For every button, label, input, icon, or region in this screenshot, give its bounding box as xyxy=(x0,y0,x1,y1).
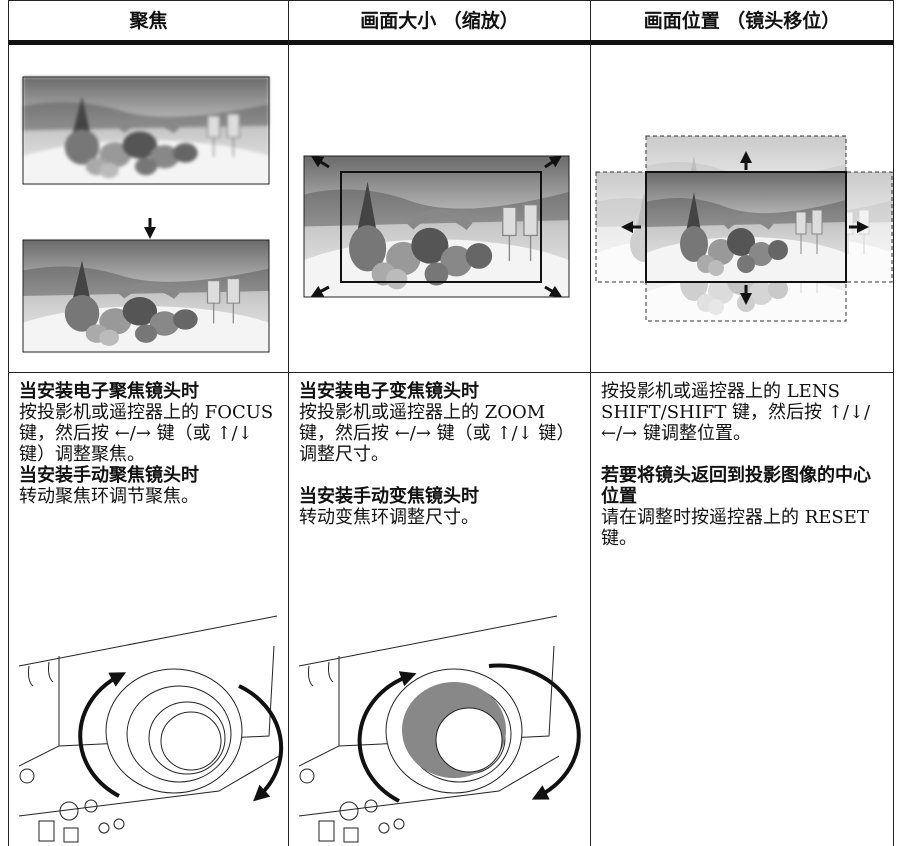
arrow xyxy=(357,671,417,803)
frame xyxy=(303,155,570,298)
column: 聚焦 当安装电子聚焦镜头时 按投影机或遥控器上的 FOCUS 键，然后按 ←/→ … xyxy=(8,0,288,846)
focus-illustration xyxy=(9,76,288,353)
illustration xyxy=(9,45,288,373)
section: 当安装手动聚焦镜头时 转动聚焦环调节聚焦。 xyxy=(19,465,280,507)
column: 画面位置 （镜头移位） 按投影机或遥控器上的 LENS SHIFT/SHIFT … xyxy=(590,0,894,846)
illustration xyxy=(591,45,893,373)
arrow xyxy=(544,155,562,169)
frame xyxy=(22,239,270,353)
frame xyxy=(340,171,542,283)
section: 当安装电子变焦镜头时 按投影机或遥控器上的 ZOOM 键，然后按 ←/→ 键（或 … xyxy=(299,381,582,465)
arrow xyxy=(310,155,330,169)
lens-illustration xyxy=(299,615,581,843)
arrow xyxy=(310,285,330,297)
section-text: 按投影机或遥控器上的 LENS SHIFT/SHIFT 键，然后按 ↑/↓/←/… xyxy=(601,381,871,444)
cell-text: 按投影机或遥控器上的 LENS SHIFT/SHIFT 键，然后按 ↑/↓/←/… xyxy=(591,373,893,549)
section-title: 当安装电子聚焦镜头时 xyxy=(19,381,199,402)
arrow xyxy=(544,285,563,298)
photo xyxy=(289,156,590,355)
section: 当安装手动变焦镜头时 转动变焦环调整尺寸。 xyxy=(299,486,582,528)
column-header: 画面位置 （镜头移位） xyxy=(591,0,893,40)
lens xyxy=(19,615,279,843)
table: 聚焦 当安装电子聚焦镜头时 按投影机或遥控器上的 FOCUS 键，然后按 ←/→ … xyxy=(8,0,894,846)
zoom-illustration xyxy=(289,155,590,355)
rule xyxy=(591,40,893,45)
rule xyxy=(9,40,288,45)
arrow xyxy=(238,684,284,802)
photo-blurred xyxy=(9,77,288,228)
section: 按投影机或遥控器上的 LENS SHIFT/SHIFT 键，然后按 ↑/↓/←/… xyxy=(601,381,885,444)
section-title: 当安装手动聚焦镜头时 xyxy=(19,465,199,486)
section-title: 若要将镜头返回到投影图像的中心位置 xyxy=(601,465,871,507)
lens-glass xyxy=(435,707,503,773)
arrow xyxy=(488,663,581,800)
frame xyxy=(22,76,270,185)
section: 若要将镜头返回到投影图像的中心位置 请在调整时按遥控器上的 RESET 键。 xyxy=(601,465,885,549)
lens-illustration xyxy=(19,615,284,843)
section-text: 转动聚焦环调节聚焦。 xyxy=(19,486,199,507)
frame xyxy=(645,171,847,283)
illustration xyxy=(289,45,590,373)
column-header: 聚焦 xyxy=(9,0,288,40)
section-title: 当安装电子变焦镜头时 xyxy=(299,381,479,402)
cell-text: 当安装电子变焦镜头时 按投影机或遥控器上的 ZOOM 键，然后按 ←/→ 键（或 … xyxy=(289,373,590,528)
arrow xyxy=(78,672,127,798)
section-text: 按投影机或遥控器上的 FOCUS 键，然后按 ←/→ 键（或 ↑/↓ 键）调整聚… xyxy=(19,402,274,465)
section-text: 请在调整时按遥控器上的 RESET 键。 xyxy=(601,507,869,549)
section-title: 当安装手动变焦镜头时 xyxy=(299,486,479,507)
section-text: 转动变焦环调整尺寸。 xyxy=(299,507,479,528)
cell-text: 当安装电子聚焦镜头时 按投影机或遥控器上的 FOCUS 键，然后按 ←/→ 键（或… xyxy=(9,373,288,507)
shift-illustration xyxy=(595,135,893,322)
rule xyxy=(289,40,590,45)
column: 画面大小 （缩放） 当安装电子变焦镜头时 按投影机或遥控器上的 ZOOM 键，然后… xyxy=(288,0,590,846)
section-text: 按投影机或遥控器上的 ZOOM 键，然后按 ←/→ 键（或 ↑/↓ 键）调整尺寸… xyxy=(299,402,575,465)
column-header: 画面大小 （缩放） xyxy=(289,0,590,40)
section: 当安装电子聚焦镜头时 按投影机或遥控器上的 FOCUS 键，然后按 ←/→ 键（或… xyxy=(19,381,280,465)
